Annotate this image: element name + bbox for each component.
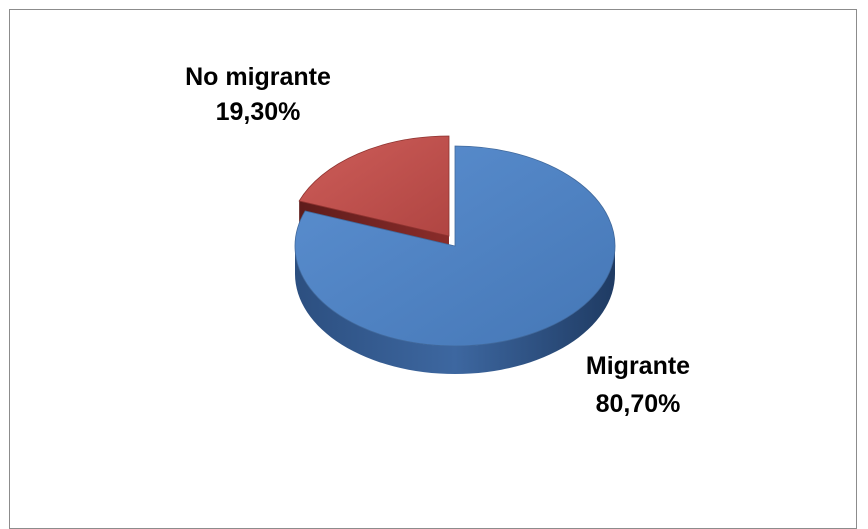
slice-label-no-migrante-value: 19,30% (216, 98, 301, 126)
slice-label-no-migrante-name: No migrante (185, 63, 331, 91)
slice-label-migrante-name: Migrante (586, 352, 690, 380)
pie-side-migrante (295, 246, 615, 374)
pie-slice-migrante (294, 145, 616, 347)
pie-slice-no-migrante (298, 135, 450, 237)
pie-chart: No migrante 19,30% Migrante 80,70% (185, 63, 690, 418)
slice-label-migrante-value: 80,70% (596, 390, 681, 418)
